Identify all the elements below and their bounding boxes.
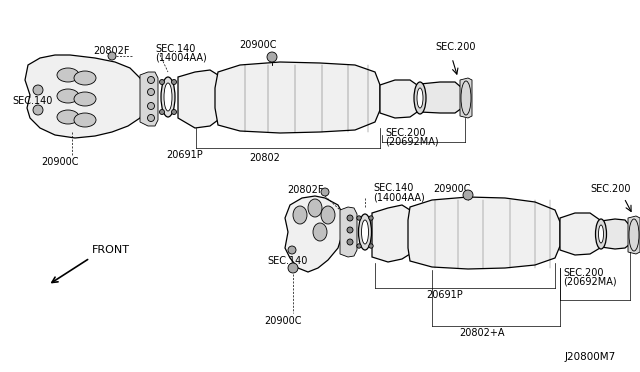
- Text: (20692MA): (20692MA): [385, 137, 438, 147]
- Polygon shape: [380, 80, 420, 118]
- Circle shape: [172, 109, 177, 115]
- Ellipse shape: [595, 219, 607, 249]
- Circle shape: [147, 103, 154, 109]
- Circle shape: [288, 263, 298, 273]
- Ellipse shape: [293, 206, 307, 224]
- Polygon shape: [285, 196, 345, 272]
- Polygon shape: [25, 55, 145, 138]
- Circle shape: [172, 80, 177, 84]
- Circle shape: [147, 115, 154, 122]
- Text: SEC.200: SEC.200: [385, 128, 426, 138]
- Circle shape: [288, 246, 296, 254]
- Ellipse shape: [74, 113, 96, 127]
- Circle shape: [159, 109, 164, 115]
- Ellipse shape: [598, 225, 604, 243]
- Circle shape: [347, 227, 353, 233]
- Ellipse shape: [629, 219, 639, 251]
- Text: SEC.200: SEC.200: [435, 42, 476, 52]
- Circle shape: [347, 239, 353, 245]
- Circle shape: [33, 85, 43, 95]
- Ellipse shape: [57, 68, 79, 82]
- Circle shape: [369, 216, 373, 220]
- Ellipse shape: [164, 83, 172, 111]
- Ellipse shape: [313, 223, 327, 241]
- Circle shape: [147, 77, 154, 83]
- Polygon shape: [408, 197, 560, 269]
- Circle shape: [159, 80, 164, 84]
- Ellipse shape: [414, 82, 426, 114]
- Ellipse shape: [321, 206, 335, 224]
- Polygon shape: [340, 207, 357, 257]
- Text: SEC.200: SEC.200: [563, 268, 604, 278]
- Ellipse shape: [74, 92, 96, 106]
- Text: 20900C: 20900C: [239, 40, 276, 50]
- Ellipse shape: [161, 77, 175, 117]
- Text: SEC.140: SEC.140: [373, 183, 413, 193]
- Polygon shape: [140, 72, 158, 126]
- Circle shape: [357, 216, 361, 220]
- Circle shape: [108, 52, 116, 60]
- Polygon shape: [215, 62, 380, 133]
- Circle shape: [147, 89, 154, 96]
- Circle shape: [267, 52, 277, 62]
- Text: (14004AA): (14004AA): [155, 53, 207, 63]
- Text: SEC.140: SEC.140: [268, 256, 308, 266]
- Text: SEC.200: SEC.200: [590, 184, 630, 194]
- Polygon shape: [372, 205, 410, 262]
- Ellipse shape: [358, 214, 371, 250]
- Polygon shape: [560, 213, 600, 255]
- Ellipse shape: [57, 110, 79, 124]
- Ellipse shape: [74, 71, 96, 85]
- Ellipse shape: [362, 220, 369, 244]
- Text: 20802F: 20802F: [93, 46, 129, 56]
- Text: (20692MA): (20692MA): [563, 277, 616, 287]
- Ellipse shape: [308, 199, 322, 217]
- Circle shape: [463, 190, 473, 200]
- Text: SEC.140: SEC.140: [155, 44, 195, 54]
- Text: J20800M7: J20800M7: [565, 352, 616, 362]
- Text: (14004AA): (14004AA): [373, 192, 425, 202]
- Text: 20802+A: 20802+A: [460, 328, 505, 338]
- Text: 20900C: 20900C: [433, 184, 471, 194]
- Polygon shape: [178, 70, 218, 128]
- Circle shape: [347, 215, 353, 221]
- Text: FRONT: FRONT: [92, 245, 130, 255]
- Polygon shape: [628, 216, 640, 254]
- Text: 20802F: 20802F: [287, 185, 323, 195]
- Polygon shape: [460, 78, 472, 118]
- Text: SEC.140: SEC.140: [12, 96, 52, 106]
- Text: 20900C: 20900C: [264, 316, 301, 326]
- Text: 20691P: 20691P: [166, 150, 204, 160]
- Circle shape: [33, 105, 43, 115]
- Polygon shape: [601, 219, 630, 249]
- Text: 20802: 20802: [250, 153, 280, 163]
- Text: 20691P: 20691P: [427, 290, 463, 300]
- Ellipse shape: [417, 88, 423, 108]
- Circle shape: [369, 244, 373, 248]
- Circle shape: [357, 244, 361, 248]
- Text: 20900C: 20900C: [41, 157, 79, 167]
- Circle shape: [321, 188, 329, 196]
- Ellipse shape: [57, 89, 79, 103]
- Ellipse shape: [461, 81, 471, 115]
- Polygon shape: [420, 82, 462, 113]
